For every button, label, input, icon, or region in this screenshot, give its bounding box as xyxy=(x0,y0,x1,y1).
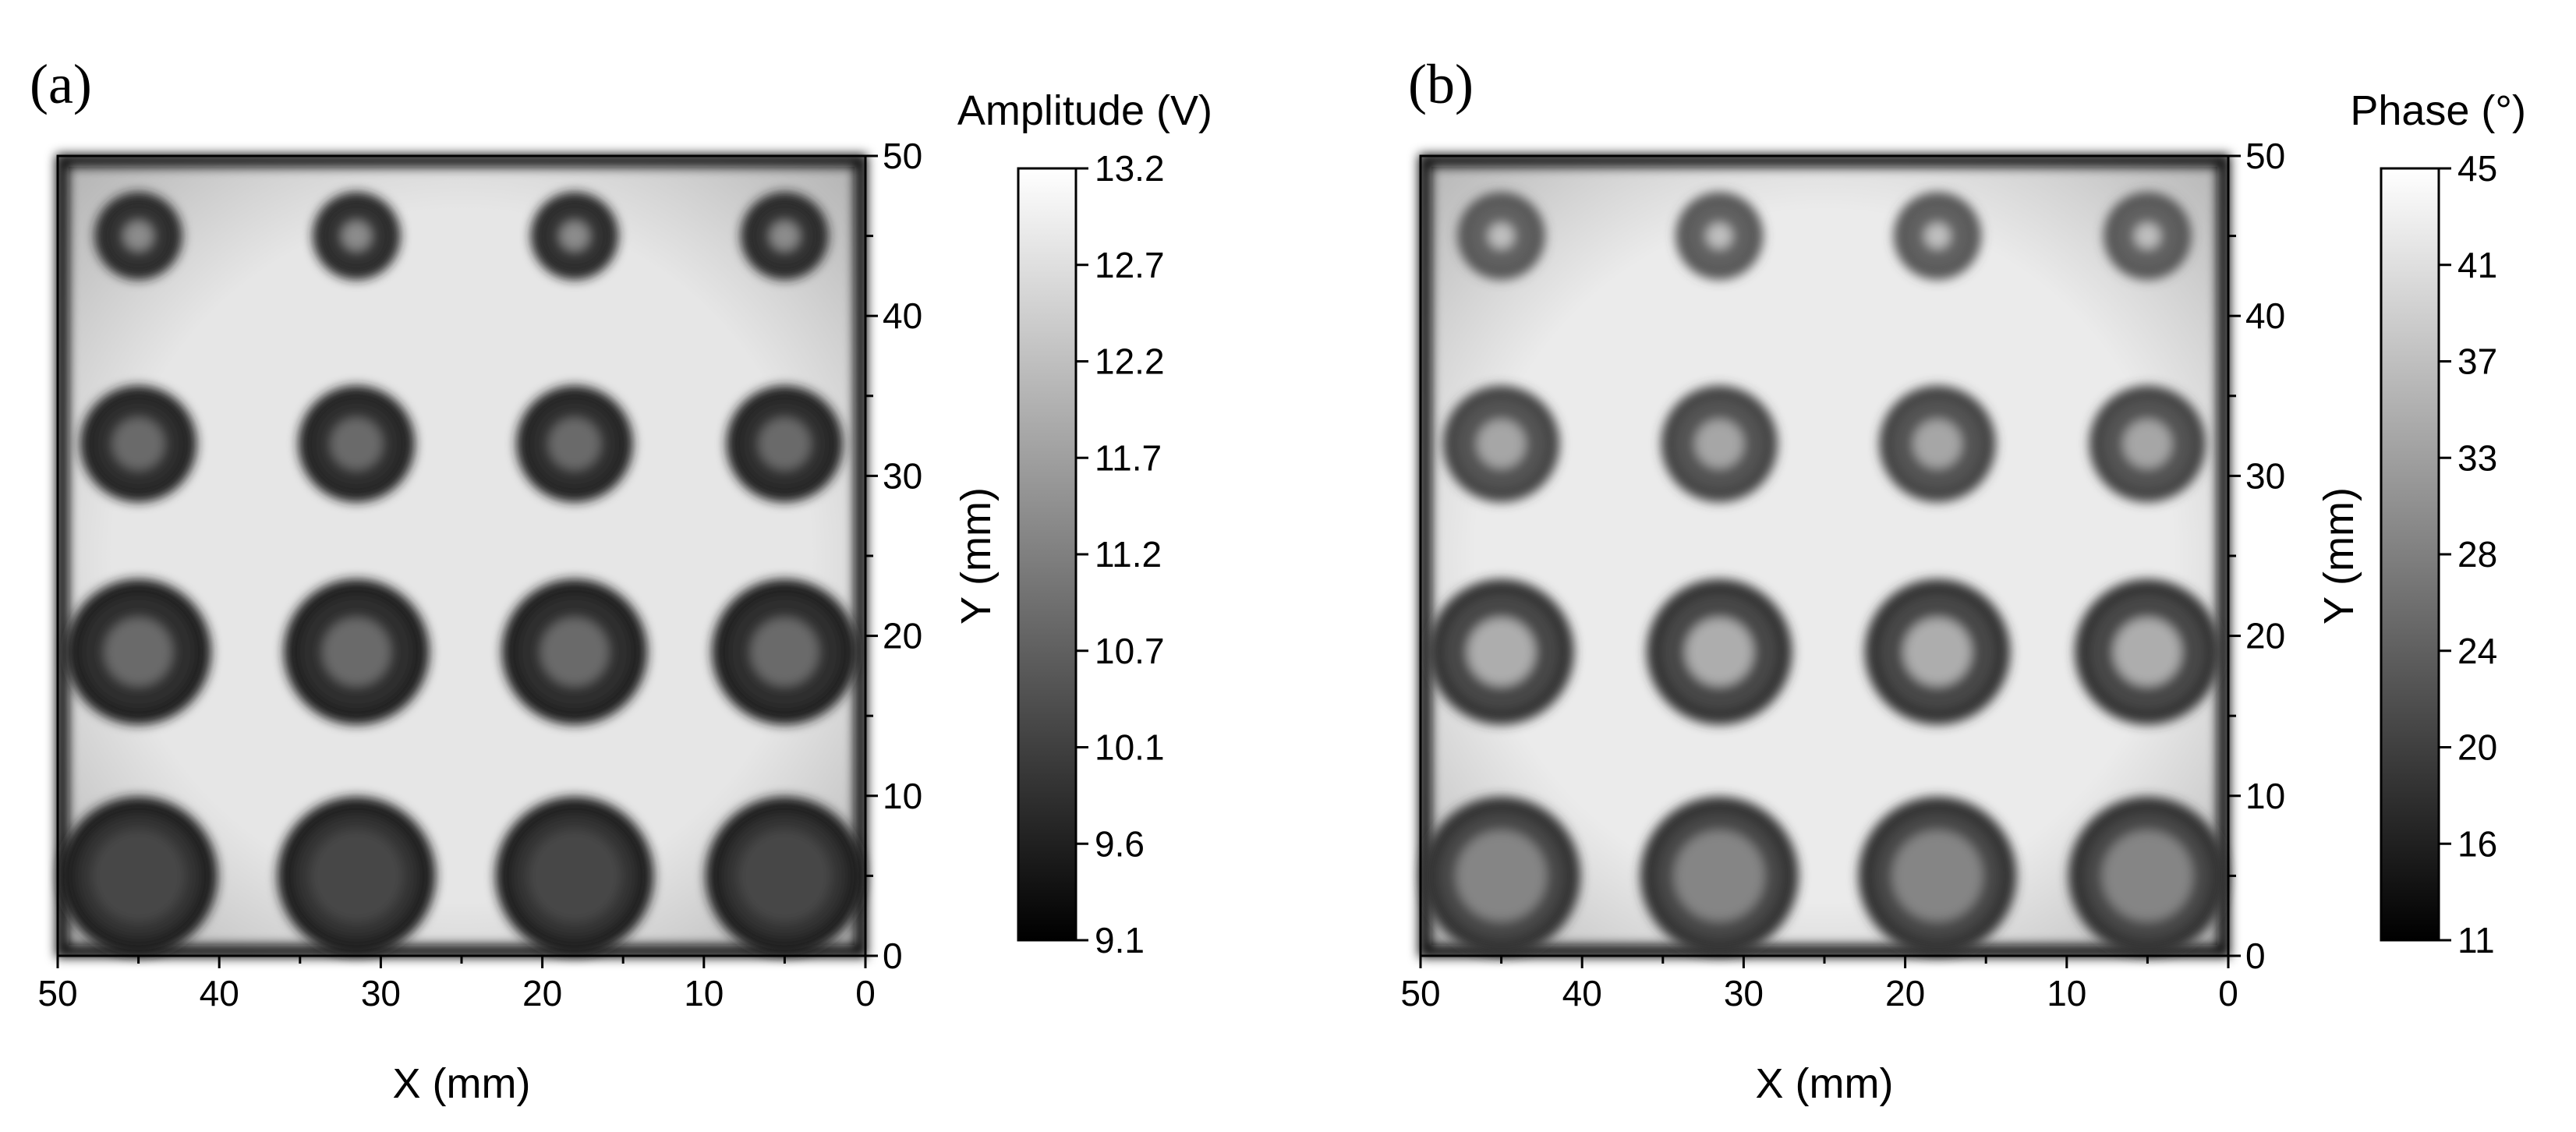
defect-spot-b-r1-c0 xyxy=(1443,385,1560,502)
colorbar-tick-label: 10.7 xyxy=(1095,631,1165,671)
phase-heatmap xyxy=(1419,154,2230,957)
y-axis-ticks-a: 0 10 20 30 40 50 xyxy=(865,136,922,976)
colorbar-tick-label: 24 xyxy=(2457,631,2497,671)
colorbar-tick-label: 9.6 xyxy=(1095,823,1145,864)
y-tick-label: 0 xyxy=(883,936,903,976)
defect-spot-a-r3-c2 xyxy=(495,796,654,955)
amplitude-heatmap xyxy=(56,154,867,957)
y-tick-label: 20 xyxy=(883,616,922,656)
defect-spot-b-r2-c3 xyxy=(2075,578,2220,725)
colorbar-ticks-b: 45 41 37 33 28 24 20 16 11 xyxy=(2439,148,2497,960)
colorbar-tick-label: 9.1 xyxy=(1095,920,1145,960)
defect-spot-a-r2-c3 xyxy=(712,578,858,725)
heatmap-dark-border-b xyxy=(1419,154,2230,957)
colorbar-tick-label: 37 xyxy=(2457,341,2497,382)
defect-spot-b-r1-c1 xyxy=(1661,385,1778,502)
colorbar-title-a: Amplitude (V) xyxy=(957,87,1212,134)
defect-spot-a-r1-c1 xyxy=(298,385,415,502)
defect-spot-b-r1-c3 xyxy=(2089,385,2206,502)
colorbar-ticks-a: 13.2 12.7 12.2 11.7 11.2 10.7 10.1 9.6 9.1 xyxy=(1076,148,1165,960)
defect-spot-b-r0-c0 xyxy=(1457,192,1545,280)
defect-spot-b-r0-c3 xyxy=(2104,192,2192,280)
heatmap-dark-border-a xyxy=(56,154,867,957)
colorbar-b: 45 41 37 33 28 24 20 16 11 Phase (°) xyxy=(2350,87,2526,960)
defect-spot-a-r1-c3 xyxy=(726,385,843,502)
y-tick-label: 0 xyxy=(2245,936,2266,976)
defect-spot-b-r3-c0 xyxy=(1422,796,1581,955)
defect-spot-a-r3-c3 xyxy=(705,796,864,955)
defect-spot-a-r0-c2 xyxy=(531,192,618,280)
defect-spot-b-r3-c1 xyxy=(1640,796,1799,955)
y-tick-label: 50 xyxy=(2245,136,2285,176)
x-tick-label: 30 xyxy=(1724,973,1764,1013)
x-tick-label: 10 xyxy=(2047,973,2086,1013)
colorbar-tick-label: 20 xyxy=(2457,727,2497,768)
x-tick-label: 20 xyxy=(522,973,562,1013)
defect-spot-a-r0-c1 xyxy=(313,192,401,280)
y-tick-label: 20 xyxy=(2245,616,2285,656)
panel-a: (a) 50 40 30 20 10 0 0 10 20 30 40 50 X (mm) Y (mm… xyxy=(30,53,1212,1107)
x-tick-label: 10 xyxy=(684,973,724,1013)
y-axis-title-a: Y (mm) xyxy=(953,487,1000,624)
x-tick-label: 30 xyxy=(361,973,401,1013)
colorbar-gradient-b xyxy=(2380,167,2440,942)
y-tick-label: 30 xyxy=(2245,455,2285,496)
defect-spot-a-r2-c2 xyxy=(501,578,648,725)
colorbar-tick-label: 12.7 xyxy=(1095,245,1165,285)
defect-spot-b-r0-c1 xyxy=(1675,192,1764,280)
y-tick-label: 10 xyxy=(883,776,922,816)
x-axis-ticks-a: 50 40 30 20 10 0 xyxy=(37,956,876,1013)
colorbar-tick-label: 11.7 xyxy=(1095,437,1162,478)
x-tick-label: 50 xyxy=(1400,973,1440,1013)
x-tick-label: 40 xyxy=(200,973,239,1013)
defect-spot-b-r0-c2 xyxy=(1894,192,1981,280)
defect-spot-a-r0-c0 xyxy=(94,192,182,280)
x-tick-label: 0 xyxy=(2218,973,2238,1013)
colorbar-tick-label: 41 xyxy=(2457,245,2497,285)
x-axis-ticks-b: 50 40 30 20 10 0 xyxy=(1400,956,2238,1013)
colorbar-a: 13.2 12.7 12.2 11.7 11.2 10.7 10.1 9.6 9.1 Ampli… xyxy=(957,87,1212,960)
y-tick-label: 30 xyxy=(883,455,922,496)
x-tick-label: 0 xyxy=(855,973,876,1013)
x-tick-label: 20 xyxy=(1885,973,1925,1013)
y-tick-label: 50 xyxy=(883,136,922,176)
colorbar-tick-label: 33 xyxy=(2457,437,2497,478)
defect-spot-b-r1-c2 xyxy=(1879,385,1996,502)
colorbar-tick-label: 11 xyxy=(2457,920,2495,960)
colorbar-title-b: Phase (°) xyxy=(2350,87,2526,134)
colorbar-tick-label: 16 xyxy=(2457,823,2497,864)
colorbar-gradient-a xyxy=(1017,167,1077,942)
defect-spot-b-r3-c2 xyxy=(1858,796,2017,955)
y-tick-label: 10 xyxy=(2245,776,2285,816)
panel-label-a: (a) xyxy=(30,53,92,115)
colorbar-tick-label: 28 xyxy=(2457,534,2497,575)
defect-spot-b-r2-c1 xyxy=(1647,578,1792,725)
colorbar-tick-label: 13.2 xyxy=(1095,148,1165,189)
panel-label-b: (b) xyxy=(1408,53,1474,115)
defect-spot-a-r0-c3 xyxy=(741,192,829,280)
colorbar-tick-label: 12.2 xyxy=(1095,341,1165,382)
defect-spot-b-r2-c0 xyxy=(1428,578,1574,725)
defect-spot-a-r3-c1 xyxy=(277,796,436,955)
defect-spot-a-r2-c0 xyxy=(65,578,211,725)
y-tick-label: 40 xyxy=(883,295,922,336)
defect-spot-a-r1-c2 xyxy=(516,385,633,502)
defect-spot-a-r1-c0 xyxy=(80,385,197,502)
panel-b: (b) 50 40 30 20 10 0 0 10 20 30 40 50 X (mm) Y (mm… xyxy=(1400,53,2526,1107)
y-tick-label: 40 xyxy=(2245,295,2285,336)
x-axis-title-b: X (mm) xyxy=(1756,1060,1894,1107)
y-axis-ticks-b: 0 10 20 30 40 50 xyxy=(2228,136,2285,976)
defect-spot-a-r3-c0 xyxy=(59,796,218,955)
colorbar-tick-label: 11.2 xyxy=(1095,534,1162,575)
colorbar-tick-label: 10.1 xyxy=(1095,727,1165,768)
colorbar-tick-label: 45 xyxy=(2457,148,2497,189)
x-tick-label: 40 xyxy=(1562,973,1602,1013)
y-axis-title-b: Y (mm) xyxy=(2316,487,2362,624)
x-axis-title-a: X (mm) xyxy=(393,1060,531,1107)
defect-spot-b-r3-c3 xyxy=(2068,796,2227,955)
defect-spot-b-r2-c2 xyxy=(1864,578,2011,725)
defect-spot-a-r2-c1 xyxy=(284,578,430,725)
x-tick-label: 50 xyxy=(37,973,77,1013)
